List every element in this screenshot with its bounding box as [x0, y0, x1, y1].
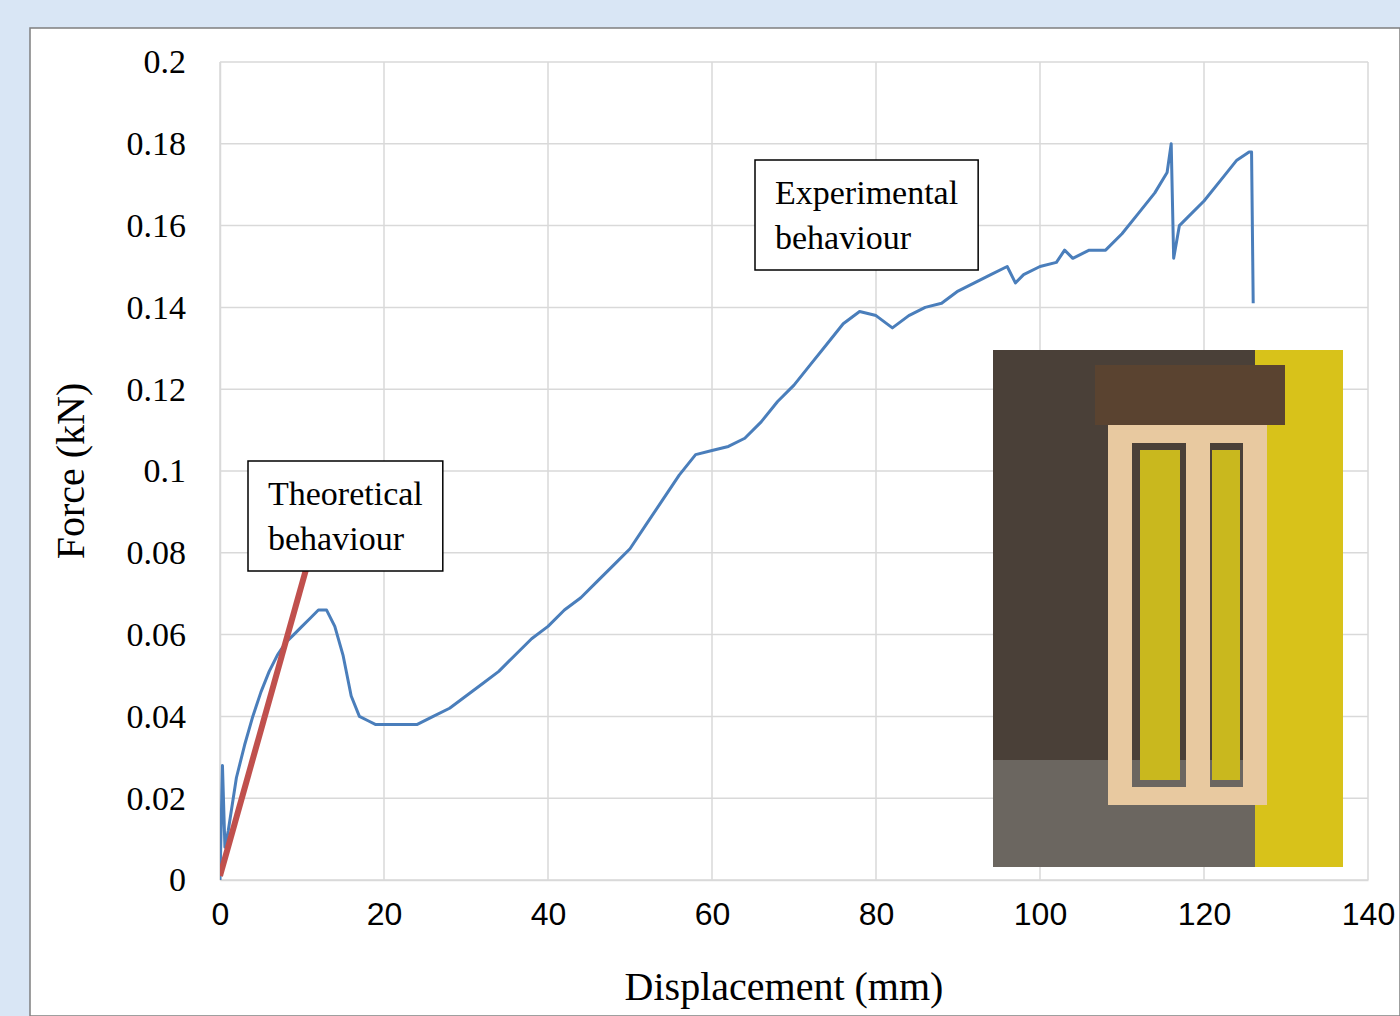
y-axis-line	[220, 63, 222, 881]
y-tick-label: 0.2	[144, 43, 187, 80]
x-axis-line	[221, 880, 1369, 882]
y-tick-label: 0.12	[127, 371, 187, 408]
y-axis-title: Force (kN)	[48, 383, 93, 560]
plot-data	[220, 144, 1253, 880]
x-axis: 0 20 40 60 80 100 120 140	[212, 880, 1396, 932]
y-tick: 0	[169, 861, 220, 898]
x-tick-label: 120	[1178, 896, 1231, 932]
y-axis: 0 0.02 0.04 0.06 0.08 0.1 0.12 0.14 0.16 0.18 0.2	[127, 43, 221, 898]
x-tick-label: 20	[367, 896, 403, 932]
x-tick: 0	[212, 880, 230, 932]
y-tick: 0.12	[127, 371, 221, 408]
y-tick-label: 0.18	[127, 125, 187, 162]
annotation: Theoreticalbehaviour	[248, 461, 443, 571]
series-line	[220, 569, 306, 876]
y-tick-label: 0	[169, 861, 186, 898]
x-tick-label: 0	[212, 896, 230, 932]
y-tick-label: 0.16	[127, 207, 187, 244]
y-tick-label: 0.02	[127, 780, 187, 817]
grid-line	[220, 307, 1368, 309]
grid-line	[220, 879, 1368, 881]
grid-line	[219, 62, 221, 880]
y-tick: 0.2	[144, 43, 221, 80]
x-tick: 140	[1342, 880, 1395, 932]
annotation-box	[248, 461, 443, 571]
grid-line	[220, 143, 1368, 145]
x-tick: 20	[367, 880, 403, 932]
y-tick: 0.16	[127, 207, 221, 244]
y-tick: 0.18	[127, 125, 221, 162]
x-tick-label: 60	[695, 896, 731, 932]
x-tick-label: 40	[531, 896, 567, 932]
x-tick: 60	[695, 880, 731, 932]
y-tick: 0.04	[127, 698, 221, 735]
y-tick: 0.08	[127, 534, 221, 571]
x-tick: 80	[859, 880, 895, 932]
x-tick-label: 100	[1014, 896, 1067, 932]
y-tick-label: 0.14	[127, 289, 187, 326]
grid	[220, 62, 1368, 880]
photo-inset	[993, 350, 1343, 867]
y-tick: 0.06	[127, 616, 221, 653]
annotation-text: Theoreticalbehaviour	[268, 475, 423, 557]
x-tick: 40	[531, 880, 567, 932]
chart: 0 20 40 60 80 100 120 140 0 0.02 0.04 0.06 0.08 0.1 0.…	[0, 0, 1400, 1016]
x-tick: 120	[1178, 880, 1231, 932]
annotation: Experimentalbehaviour	[755, 160, 978, 270]
annotation-text: Experimentalbehaviour	[775, 174, 958, 256]
x-axis-title: Displacement (mm)	[625, 964, 944, 1009]
y-tick: 0.14	[127, 289, 221, 326]
y-tick-label: 0.08	[127, 534, 187, 571]
series-line	[220, 144, 1253, 880]
y-tick-label: 0.1	[144, 452, 187, 489]
x-tick-label: 140	[1342, 896, 1395, 932]
grid-line	[220, 61, 1368, 63]
panel	[30, 28, 1400, 1016]
y-tick: 0.1	[144, 452, 221, 489]
annotation-box	[755, 160, 978, 270]
y-tick-label: 0.06	[127, 616, 187, 653]
x-tick-label: 80	[859, 896, 895, 932]
y-tick: 0.02	[127, 780, 221, 817]
x-tick: 100	[1014, 880, 1067, 932]
y-tick-label: 0.04	[127, 698, 187, 735]
